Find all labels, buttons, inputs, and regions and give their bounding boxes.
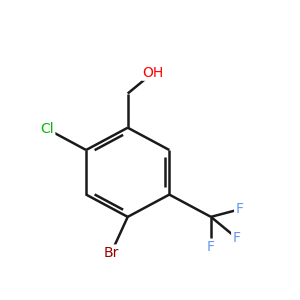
Text: F: F bbox=[232, 231, 240, 245]
Text: F: F bbox=[235, 202, 243, 216]
Text: F: F bbox=[207, 240, 215, 254]
Text: Cl: Cl bbox=[40, 122, 54, 136]
Text: Br: Br bbox=[104, 245, 119, 260]
Text: OH: OH bbox=[142, 66, 164, 80]
